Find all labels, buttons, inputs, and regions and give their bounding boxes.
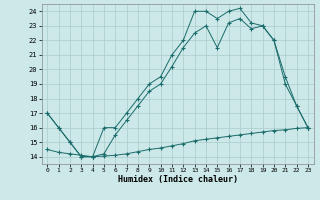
X-axis label: Humidex (Indice chaleur): Humidex (Indice chaleur) <box>118 175 237 184</box>
